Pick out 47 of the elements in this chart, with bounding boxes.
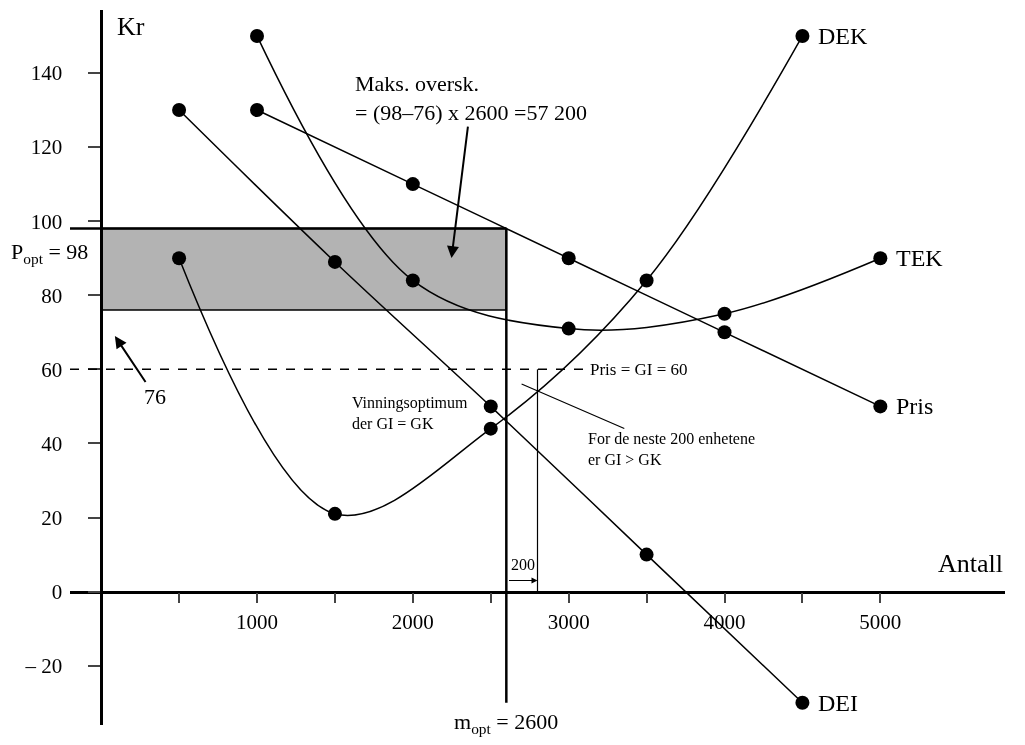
x-tick-label: 1000 [236, 609, 278, 634]
point [795, 695, 810, 710]
point [327, 506, 342, 521]
series-label: DEI [818, 690, 858, 716]
point [717, 306, 732, 321]
y-tick-label: 80 [41, 283, 63, 308]
point [561, 321, 576, 336]
series-label: Pris [896, 393, 934, 419]
point [639, 547, 654, 562]
point [483, 399, 498, 414]
annotation: 76 [144, 384, 166, 409]
ref-line-label: m$_{opt}$ = 2600 [454, 709, 559, 737]
point [327, 254, 342, 269]
series-label: DEK [818, 23, 868, 49]
x-tick-label: 2000 [391, 609, 434, 634]
y-tick-label: 60 [41, 357, 63, 382]
point [250, 103, 264, 118]
y-tick-label: 0 [51, 579, 63, 604]
ref-line-label: Pris = GI = 60 [590, 360, 688, 379]
point [405, 273, 420, 288]
point [172, 251, 187, 266]
y-axis-title: Kr [117, 12, 145, 41]
x-axis-title: Antall [938, 549, 1003, 578]
point [639, 273, 654, 288]
y-tick-label: 40 [41, 431, 63, 456]
x-tick-label: 3000 [547, 609, 590, 634]
ref-line-label: P$_{opt}$ = 98 [11, 239, 89, 267]
point [483, 421, 498, 436]
point [561, 251, 576, 266]
y-tick-label: 20 [41, 505, 63, 530]
x-tick-label: 5000 [859, 609, 902, 634]
point [717, 325, 732, 340]
annotation: For de neste 200 enhetene er GI > GK [588, 430, 756, 468]
point [795, 28, 810, 43]
annotation: Vinningsoptimum der GI = GK [352, 394, 469, 432]
y-tick-label: – 20 [24, 654, 63, 679]
point [172, 103, 187, 118]
series-label: TEK [896, 245, 944, 271]
annotation: Maks. oversk. = (98–76) x 2600 =57 200 [355, 71, 587, 125]
y-tick-label: 100 [30, 209, 63, 234]
y-tick-label: 120 [30, 135, 63, 160]
point [405, 177, 420, 192]
point [873, 251, 888, 266]
annotation: 200 [511, 556, 535, 573]
y-tick-label: 140 [30, 61, 63, 86]
point [873, 399, 888, 414]
point [250, 28, 264, 43]
